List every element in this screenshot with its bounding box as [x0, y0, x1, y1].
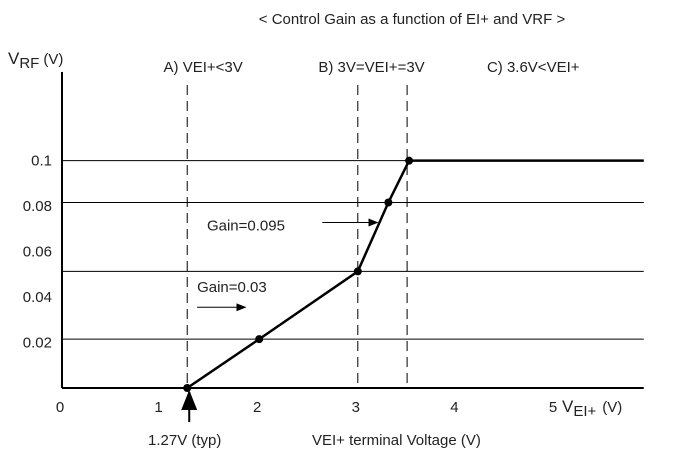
y-tick-label: 0.04 — [23, 289, 52, 306]
data-point — [353, 267, 362, 276]
y-tick-label: 0.06 — [23, 244, 52, 261]
y-symbol-sub: RF — [19, 55, 39, 72]
y-symbol-main: V — [8, 49, 20, 68]
y-tick-label: 0.1 — [31, 153, 52, 170]
x-symbol-unit: (V) — [602, 399, 622, 416]
x-tick-label: 0 — [56, 399, 64, 416]
x-symbol-sub: EI+ — [573, 403, 596, 420]
x-tick-label: 5 — [549, 399, 557, 416]
region-label: A) VEI+<3V — [164, 59, 243, 76]
x-tick-label: 2 — [253, 399, 261, 416]
x-axis-label: VEI+ terminal Voltage (V) — [312, 432, 481, 449]
data-point — [405, 156, 414, 165]
chart-title: < Control Gain as a function of EI+ and … — [259, 11, 566, 28]
start-label: 1.27V (typ) — [148, 432, 221, 449]
x-axis-symbol: VEI+ (V) — [562, 397, 622, 419]
x-symbol-main: V — [562, 397, 574, 416]
data-point — [255, 335, 264, 344]
y-tick-label: 0.08 — [23, 198, 52, 215]
x-tick-label: 4 — [450, 399, 458, 416]
x-tick-label: 1 — [154, 399, 162, 416]
data-line — [186, 159, 644, 390]
y-symbol-unit: (V) — [43, 51, 63, 68]
annotation: Gain=0.03 — [197, 279, 267, 296]
y-tick-label: 0.02 — [23, 335, 52, 352]
y-axis-symbol: VRF (V) — [8, 49, 63, 71]
region-label: C) 3.6V<VEI+ — [487, 59, 580, 76]
region-label: B) 3V=VEI+=3V — [318, 59, 424, 76]
x-tick-label: 3 — [352, 399, 360, 416]
annotation: Gain=0.095 — [207, 218, 285, 235]
data-point — [384, 198, 393, 207]
data-point — [183, 384, 192, 392]
